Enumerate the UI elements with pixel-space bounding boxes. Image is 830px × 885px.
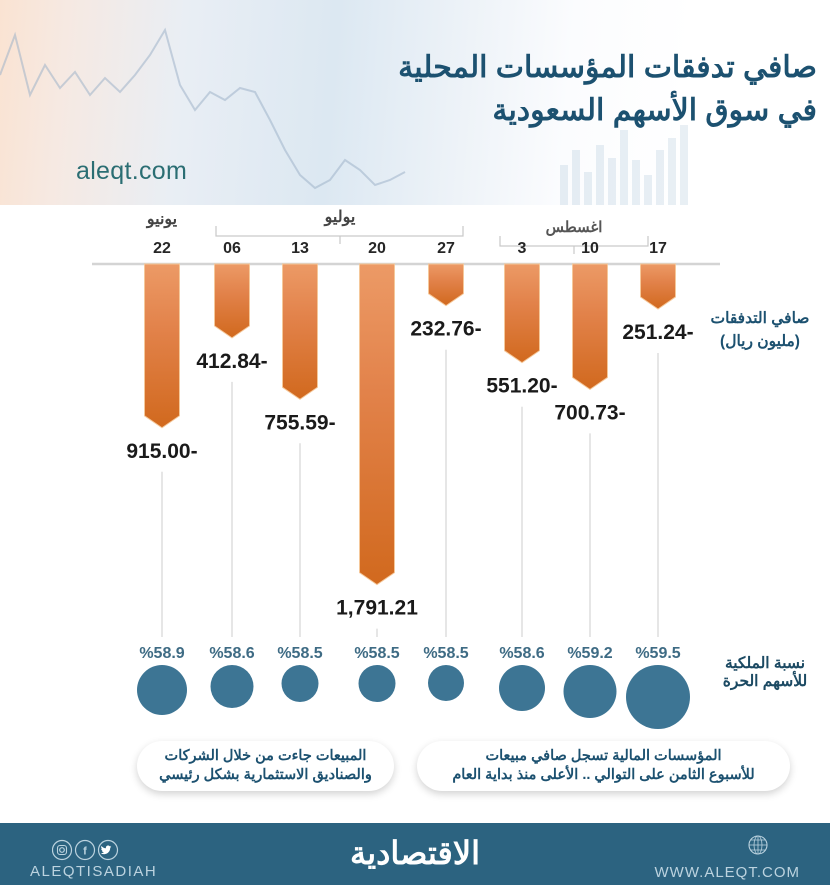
svg-text:700.73-: 700.73- [554, 401, 625, 424]
svg-text:f: f [83, 846, 87, 858]
svg-text:%58.5: %58.5 [354, 645, 399, 662]
svg-text:22: 22 [153, 240, 171, 257]
svg-text:1,791.21: 1,791.21 [336, 597, 418, 620]
svg-text:%59.5: %59.5 [635, 645, 680, 662]
svg-text:13: 13 [291, 240, 309, 257]
svg-text:%59.2: %59.2 [567, 645, 612, 662]
svg-text:(مليون ريال): (مليون ريال) [720, 333, 800, 351]
svg-text:يوليو: يوليو [324, 209, 356, 227]
svg-text:06: 06 [223, 240, 241, 257]
svg-text:صافي التدفقات: صافي التدفقات [711, 310, 810, 328]
svg-text:للأسهم الحرة: للأسهم الحرة [723, 670, 807, 691]
svg-text:17: 17 [649, 240, 667, 257]
svg-text:10: 10 [581, 240, 599, 257]
svg-text:27: 27 [437, 240, 455, 257]
svg-text:20: 20 [368, 240, 386, 257]
svg-text:3: 3 [518, 240, 527, 257]
svg-text:%58.9: %58.9 [139, 645, 184, 662]
svg-text:251.24-: 251.24- [622, 321, 693, 344]
svg-text:%58.5: %58.5 [277, 645, 322, 662]
svg-text:%58.5: %58.5 [423, 645, 468, 662]
svg-text:915.00-: 915.00- [126, 440, 197, 463]
svg-text:نسبة الملكية: نسبة الملكية [725, 655, 805, 672]
svg-text:اغسطس: اغسطس [546, 219, 603, 236]
svg-text:232.76-: 232.76- [410, 318, 481, 341]
svg-text:412.84-: 412.84- [196, 350, 267, 373]
svg-text:551.20-: 551.20- [486, 375, 557, 398]
svg-text:755.59-: 755.59- [264, 411, 335, 434]
svg-text:%58.6: %58.6 [209, 645, 254, 662]
svg-text:%58.6: %58.6 [499, 645, 544, 662]
svg-text:يونيو: يونيو [146, 211, 178, 229]
